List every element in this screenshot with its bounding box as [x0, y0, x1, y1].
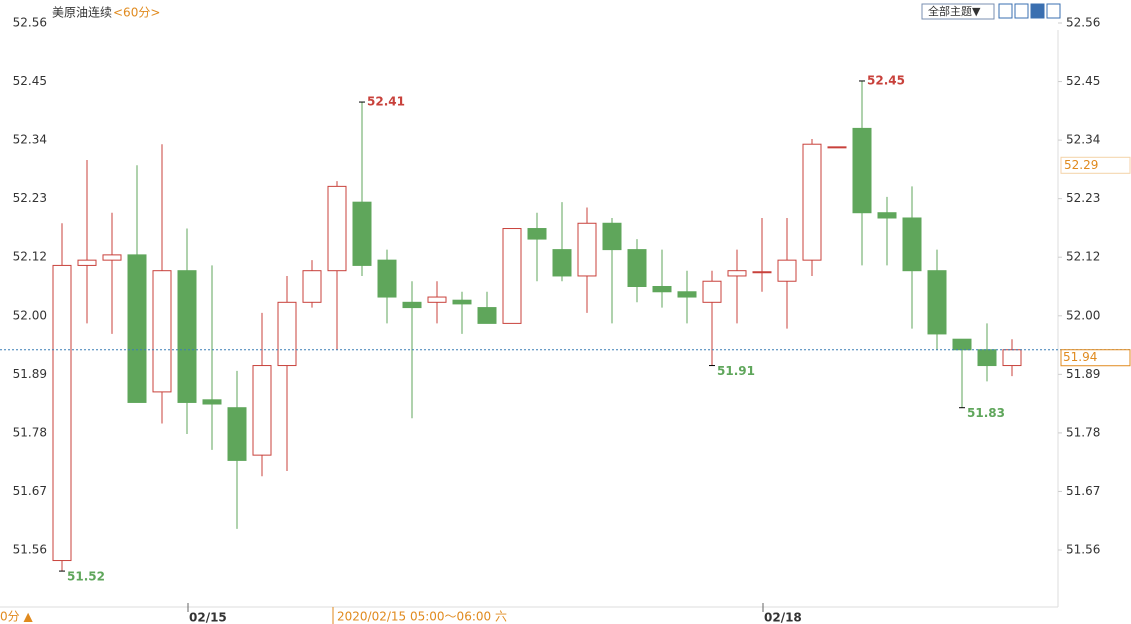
- candle-body: [377, 259, 397, 298]
- candle-body: [752, 271, 772, 274]
- candle-body: [727, 270, 747, 277]
- candle-body: [327, 185, 347, 272]
- candle-body: [627, 249, 647, 287]
- candle-body: [502, 228, 522, 324]
- candle-body: [302, 270, 322, 303]
- tool-icon[interactable]: [1030, 3, 1045, 19]
- y-tick-label: 52.23: [13, 191, 47, 205]
- y-tick-label: 51.89: [13, 367, 47, 381]
- candle-body: [127, 254, 147, 403]
- tool-icon[interactable]: [998, 3, 1013, 19]
- y2-tick-label: 51.67: [1066, 484, 1100, 498]
- y2-tick-label: 52.23: [1066, 191, 1100, 205]
- tool-icon[interactable]: [1046, 3, 1061, 19]
- candle-body: [802, 143, 822, 261]
- candle-body: [702, 280, 722, 303]
- candle-body: [677, 291, 697, 298]
- y2-tick-label: 52.56: [1066, 16, 1100, 30]
- y2-tick-label: 51.56: [1066, 543, 1100, 557]
- x-tick-label: 02/18: [764, 611, 802, 624]
- candle-body: [202, 399, 222, 405]
- y-tick-label: 52.34: [13, 133, 47, 147]
- toolbar[interactable]: [998, 3, 1061, 19]
- candle-body: [277, 301, 297, 367]
- y2-tick-label: 52.12: [1066, 250, 1100, 264]
- candle-body: [952, 338, 972, 351]
- extreme-label: 52.45: [867, 73, 905, 87]
- extreme-label: 51.83: [967, 406, 1005, 420]
- candle-body: [552, 249, 572, 277]
- theme-button[interactable]: [921, 3, 995, 20]
- candle-body: [652, 286, 672, 293]
- cursor-label: 2020/02/15 05:00～06:00 六: [337, 610, 507, 624]
- candle-body: [427, 296, 447, 303]
- candle-body: [827, 146, 847, 149]
- y-tick-label: 52.12: [13, 250, 47, 264]
- candle-body: [252, 365, 272, 456]
- y-tick-label: 51.67: [13, 484, 47, 498]
- candle-body: [77, 259, 97, 266]
- y2-tick-label: 51.89: [1066, 367, 1100, 381]
- candle-body: [152, 270, 172, 393]
- extreme-label: 52.41: [367, 95, 405, 109]
- candle-body: [927, 270, 947, 335]
- y-tick-label: 52.56: [13, 16, 47, 30]
- candle-body: [177, 270, 197, 403]
- extreme-label: 51.52: [67, 570, 105, 584]
- theme-button-text[interactable]: 全部主题▼: [928, 4, 981, 18]
- y-tick-label: 52.00: [13, 308, 47, 322]
- tool-icon[interactable]: [1014, 3, 1029, 19]
- candle-body: [352, 201, 372, 266]
- candle-body: [602, 222, 622, 251]
- y-tick-label: 51.56: [13, 543, 47, 557]
- y2-tick-label: 52.34: [1066, 133, 1100, 147]
- candle-body: [877, 212, 897, 219]
- candle-body: [452, 299, 472, 305]
- price-marker-box: [1060, 156, 1131, 174]
- y-tick-label: 51.78: [13, 425, 47, 439]
- candle-body: [1002, 349, 1022, 367]
- y2-tick-label: 52.00: [1066, 308, 1100, 322]
- period: <60分>: [113, 6, 160, 20]
- last-price-label: 51.94: [1063, 350, 1097, 364]
- price-marker-label: 52.29: [1064, 158, 1098, 172]
- candle-body: [852, 127, 872, 214]
- y-tick-label: 52.45: [13, 74, 47, 88]
- candle-body: [777, 259, 797, 282]
- extreme-label: 51.91: [717, 364, 755, 378]
- candle-body: [902, 217, 922, 272]
- candle-body: [577, 222, 597, 277]
- x-tick-label: 02/15: [189, 611, 227, 624]
- candle-body: [52, 264, 72, 562]
- chart-title: 美原油连续: [52, 5, 112, 20]
- y2-tick-label: 52.45: [1066, 74, 1100, 88]
- candle-body: [102, 254, 122, 261]
- y2-tick-label: 51.78: [1066, 425, 1100, 439]
- candle-body: [477, 307, 497, 324]
- candle-body: [227, 407, 247, 461]
- candle-body: [527, 228, 547, 240]
- candle-body: [402, 301, 422, 309]
- last-price-box: [1060, 349, 1131, 367]
- candle-body: [977, 349, 997, 367]
- period-footer: 0分 ▲: [0, 610, 33, 624]
